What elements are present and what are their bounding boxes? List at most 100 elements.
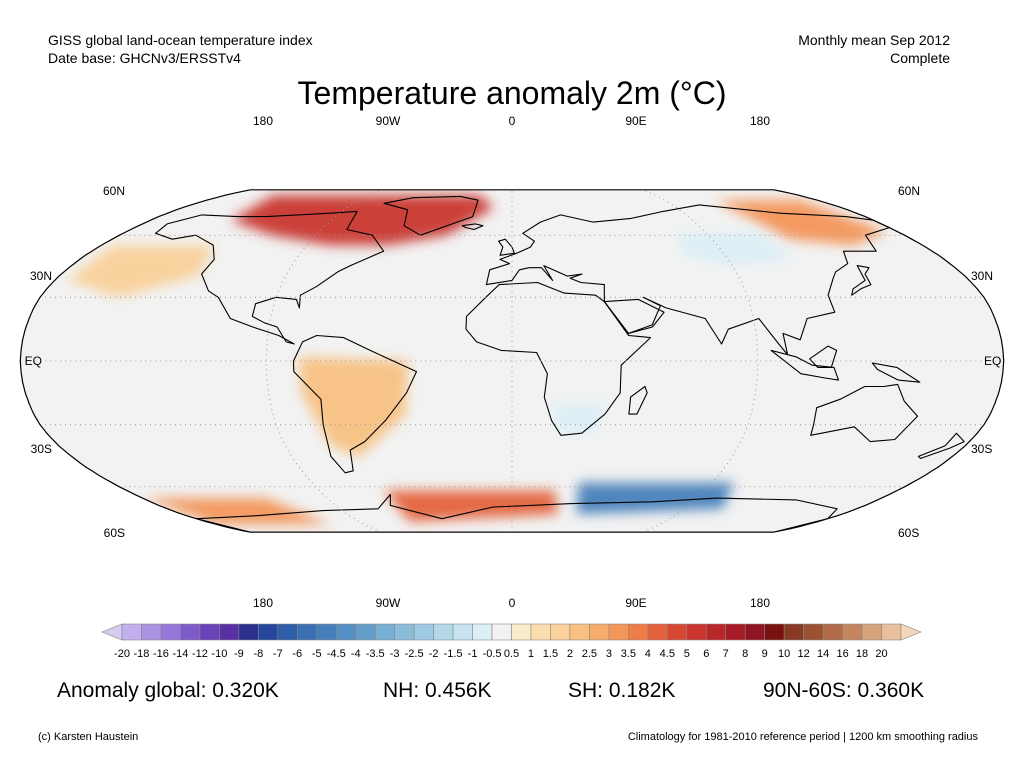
scale-cell <box>822 623 843 641</box>
land-new-zealand <box>917 432 965 459</box>
scale-tick-label: -20 <box>114 648 130 660</box>
scale-cell <box>608 623 629 641</box>
scale-tick-label: -1 <box>468 648 478 660</box>
scale-cell <box>881 623 902 641</box>
lon-label-top-180e: 180 <box>750 114 770 128</box>
land-south-america <box>292 334 418 474</box>
land-greenland <box>383 195 479 236</box>
scale-cell <box>550 623 571 641</box>
scale-tick-label: 4.5 <box>660 648 675 660</box>
scale-cell <box>803 623 824 641</box>
scale-tick-label: 5 <box>684 648 690 660</box>
scale-cell <box>589 623 610 641</box>
lon-label-top-180w: 180 <box>253 114 273 128</box>
anomaly-region-southern-africa <box>552 403 606 434</box>
scale-cell <box>316 623 337 641</box>
scale-tick-label: 18 <box>856 648 868 660</box>
scale-tick-label: 3 <box>606 648 612 660</box>
lat-label-right-60s: 60S <box>898 526 919 540</box>
scale-tick-label: 2 <box>567 648 573 660</box>
scale-cell <box>374 623 395 641</box>
anomaly-map: 180 90W 0 90E 180 180 90W 0 90E 180 60N … <box>19 114 1005 610</box>
scale-tick-label: 12 <box>798 648 810 660</box>
land-iceland <box>461 223 484 231</box>
global-anomaly-stat: Anomaly global: 0.320K <box>57 679 279 702</box>
anomaly-region-antarctic-atlantic-sector <box>383 490 558 522</box>
scale-tick-label: -5 <box>312 648 322 660</box>
lat-label-left-60n: 60N <box>103 184 125 198</box>
color-scale-labels: -20 -18 -16 -14 -12 -10 -9 -8 -7 -6 -5 -4.5 -4 -3.5 -3… <box>114 648 888 660</box>
scale-tick-label: 0.5 <box>504 648 519 660</box>
scale-cell <box>355 623 376 641</box>
lon-label-bottom-90w: 90W <box>376 596 401 610</box>
land-japan <box>851 265 872 296</box>
scale-cell <box>861 623 882 641</box>
scale-tick-label: -9 <box>234 648 244 660</box>
scale-tick-label: -1.5 <box>444 648 463 660</box>
lat-label-right-60n: 60N <box>898 184 920 198</box>
scale-cell <box>452 623 473 641</box>
scale-tick-label: -6 <box>292 648 302 660</box>
scale-tick-label: 14 <box>817 648 829 660</box>
scale-cell <box>335 623 357 641</box>
scale-tick-label: -10 <box>211 648 227 660</box>
scale-tick-label: -4.5 <box>327 648 346 660</box>
scale-cell <box>725 623 746 641</box>
scale-cell <box>569 623 590 641</box>
completeness-label: Complete <box>890 50 950 66</box>
header-left: GISS global land-ocean temperature index… <box>48 31 313 67</box>
scale-tick-label: -2 <box>429 648 439 660</box>
lon-label-bottom-0: 0 <box>509 596 516 610</box>
header-right: Monthly mean Sep 2012 Complete <box>798 31 950 67</box>
scale-cell <box>491 623 512 641</box>
scale-tick-label: 10 <box>778 648 790 660</box>
scale-end-high <box>900 623 922 641</box>
graticule <box>20 189 1004 533</box>
lon-label-bottom-90e: 90E <box>625 596 646 610</box>
lon-label-top-90e: 90E <box>625 114 646 128</box>
scale-tick-label: -3 <box>390 648 400 660</box>
scale-cell <box>296 623 318 641</box>
scale-tick-label: -8 <box>253 648 263 660</box>
scale-cell <box>686 623 707 641</box>
scale-tick-label: -16 <box>153 648 169 660</box>
anomaly-region-south-america <box>299 356 409 457</box>
scale-tick-label: 1.5 <box>543 648 558 660</box>
period-label: Monthly mean Sep 2012 <box>798 32 950 48</box>
lat-label-right-30n: 30N <box>971 269 993 283</box>
land-uk <box>498 238 515 256</box>
scale-tick-label: -7 <box>273 648 283 660</box>
anomaly-region-central-siberia <box>675 231 796 266</box>
lon-label-bottom-180e: 180 <box>750 596 770 610</box>
scale-cell <box>783 623 804 641</box>
scale-cell <box>511 623 532 641</box>
scale-cell <box>258 623 279 641</box>
land-new-guinea <box>871 362 921 383</box>
scale-tick-label: -4 <box>351 648 361 660</box>
lon-label-bottom-180w: 180 <box>253 596 273 610</box>
map-background <box>20 189 1004 533</box>
scale-tick-label: 7 <box>723 648 729 660</box>
lon-label-top-90w: 90W <box>376 114 401 128</box>
scale-cell <box>647 623 668 641</box>
climatology-note: Climatology for 1981-2010 reference peri… <box>627 731 978 743</box>
scale-tick-label: 2.5 <box>582 648 597 660</box>
scale-cell <box>394 623 415 641</box>
scale-cell <box>666 623 688 641</box>
land-north-america <box>155 210 385 345</box>
scale-cell <box>121 623 142 641</box>
scale-tick-label: 4 <box>645 648 651 660</box>
scale-cell <box>744 623 765 641</box>
land-madagascar <box>628 385 648 415</box>
band-anomaly-stat: 90N-60S: 0.360K <box>763 679 925 702</box>
scale-tick-label: -3.5 <box>366 648 385 660</box>
scale-cell <box>628 623 649 641</box>
land-africa <box>465 281 652 436</box>
scale-cell <box>277 623 298 641</box>
lat-label-right-eq: EQ <box>984 354 1001 368</box>
scale-tick-label: 9 <box>762 648 768 660</box>
scale-end-low <box>101 623 123 641</box>
scale-tick-label: 8 <box>742 648 748 660</box>
copyright-credit: (c) Karsten Haustein <box>38 731 139 743</box>
anomaly-region-north-pacific-east <box>67 245 216 298</box>
